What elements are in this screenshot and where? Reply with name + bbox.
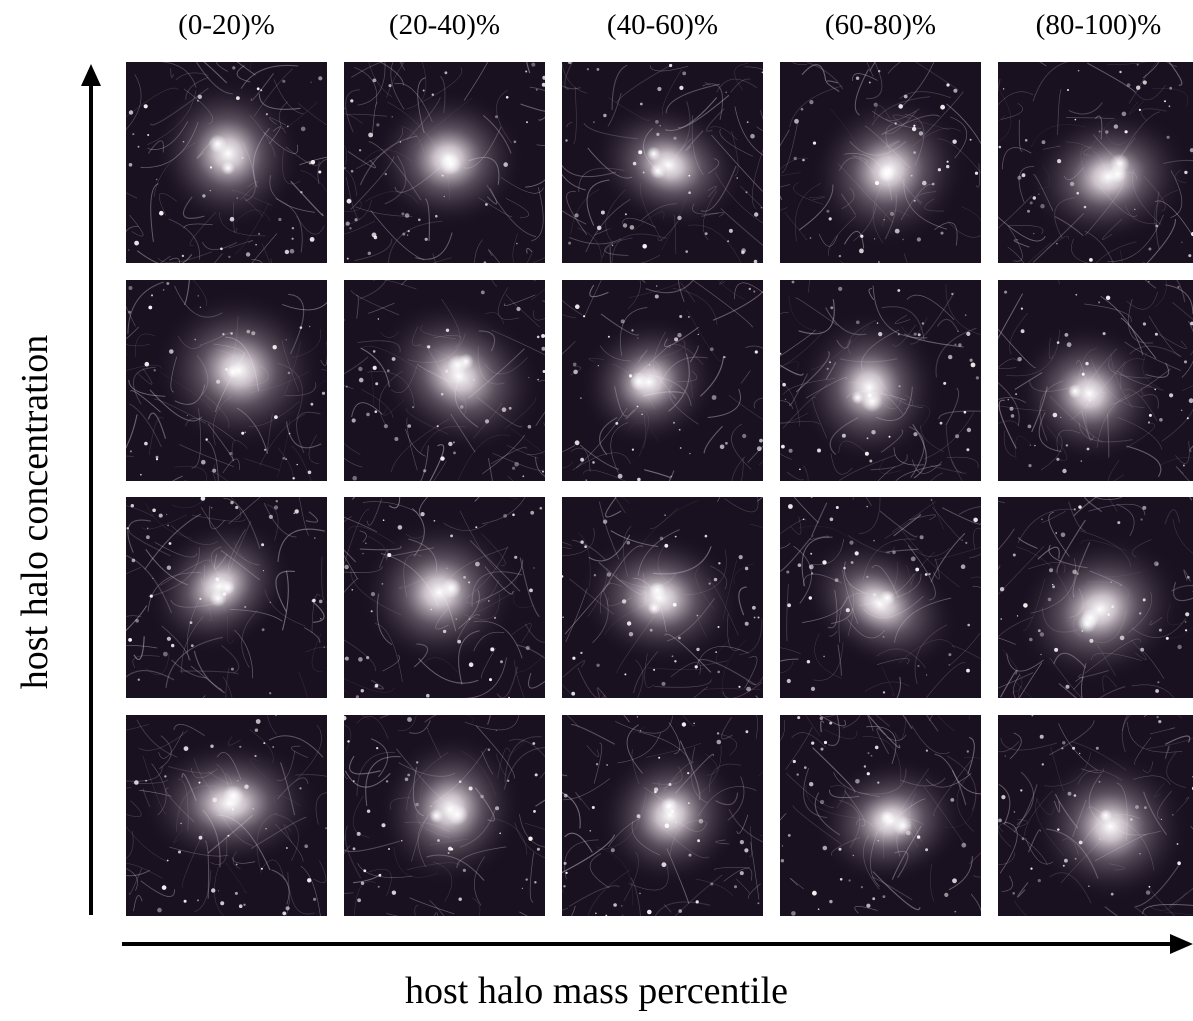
column-label: (0-20)%	[178, 9, 275, 41]
halo-panel	[998, 497, 1193, 698]
halo-panel	[998, 715, 1193, 916]
halo-panel	[562, 62, 763, 263]
halo-panel	[344, 497, 545, 698]
y-axis-arrow	[81, 64, 101, 915]
halo-panel	[562, 280, 763, 481]
y-axis-title: host halo concentration	[14, 334, 56, 690]
halo-panel	[998, 62, 1193, 263]
column-label: (20-40)%	[388, 9, 501, 41]
halo-panel	[780, 62, 981, 263]
column-label: (40-60)%	[606, 9, 719, 41]
halo-panel	[344, 715, 545, 916]
halo-panel	[126, 715, 327, 916]
x-axis-title: host halo mass percentile	[404, 970, 789, 1012]
halo-panel	[562, 497, 763, 698]
halo-panel	[126, 62, 327, 263]
halo-panel	[562, 715, 763, 916]
column-label: (80-100)%	[1035, 9, 1162, 41]
halo-panel	[126, 497, 327, 698]
halo-panel	[126, 280, 327, 481]
halo-panel	[998, 280, 1193, 481]
halo-panel	[780, 715, 981, 916]
column-label: (60-80)%	[824, 9, 937, 41]
halo-panel	[780, 497, 981, 698]
halo-panel	[344, 62, 545, 263]
halo-panel	[344, 280, 545, 481]
halo-panel	[780, 280, 981, 481]
x-axis-arrow	[122, 934, 1193, 954]
